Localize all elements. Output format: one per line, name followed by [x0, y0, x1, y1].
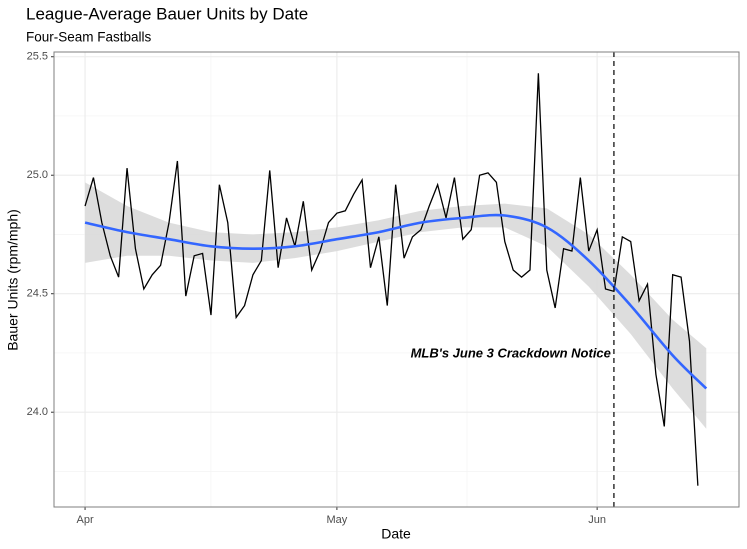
confidence-band: [85, 182, 707, 429]
annotation: MLB's June 3 Crackdown Notice: [411, 345, 611, 360]
panel-border: [53, 51, 740, 508]
y-axis-title: Bauer Units (rpm/mph): [5, 209, 21, 351]
x-tick-label: May: [327, 514, 348, 526]
y-tick-label: 24.0: [27, 406, 48, 418]
y-tick-label: 24.5: [27, 288, 48, 300]
x-tick-label: Jun: [588, 514, 606, 526]
chart-title: League-Average Bauer Units by Date: [26, 4, 308, 23]
data-line: [84, 73, 699, 486]
x-tick-label: Apr: [76, 514, 93, 526]
y-tick-label: 25.5: [27, 51, 48, 63]
y-tick-label: 25.0: [27, 169, 48, 181]
x-axis-title: Date: [381, 526, 411, 542]
chart-subtitle: Four-Seam Fastballs: [26, 30, 152, 45]
